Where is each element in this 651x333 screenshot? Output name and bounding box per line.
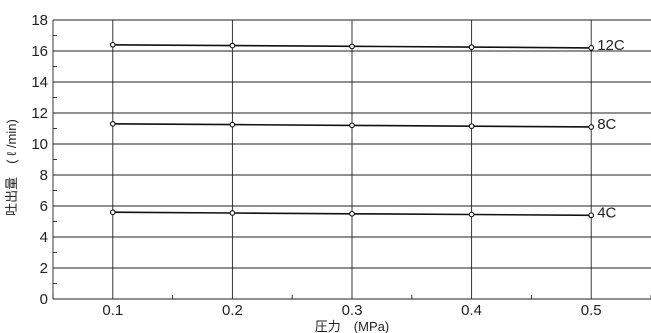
series-group	[109, 41, 595, 219]
data-point-8c	[468, 123, 475, 130]
y-tick-label: 12	[31, 105, 48, 122]
data-point-8c	[588, 124, 595, 130]
data-point-12c	[468, 44, 475, 50]
x-tick-label: 0.1	[102, 302, 123, 319]
series-label-8c: 8C	[597, 116, 616, 133]
y-tick-label: 10	[31, 136, 48, 153]
data-point-12c	[109, 41, 116, 48]
y-tick-label: 4	[40, 229, 48, 246]
y-tick-label: 8	[40, 167, 48, 184]
data-point-4c	[349, 210, 355, 217]
data-point-4c	[588, 212, 595, 219]
labels: 0 2 4 6 8 10 12 14 16 18 0.1 0.2 0.3 0.4 0.5 12C 8C 4C	[31, 12, 625, 319]
y-tick-label: 16	[31, 43, 48, 60]
x-tick-label: 0.3	[342, 302, 363, 319]
data-point-8c	[229, 121, 236, 128]
series-label-12c: 12C	[597, 37, 625, 54]
data-point-8c	[349, 122, 355, 129]
data-point-8c	[109, 120, 116, 127]
y-tick-label: 0	[40, 291, 48, 308]
y-tick-label: 2	[40, 260, 48, 277]
data-point-12c	[229, 42, 236, 49]
data-point-12c	[588, 45, 595, 51]
y-tick-label: 14	[31, 74, 48, 91]
minor-ticks	[52, 35, 651, 299]
y-tick-label: 18	[31, 12, 48, 29]
x-tick-label: 0.5	[581, 302, 602, 319]
grid	[52, 19, 651, 300]
y-tick-label: 6	[40, 198, 48, 215]
x-tick-label: 0.2	[222, 302, 243, 319]
x-tick-label: 0.4	[461, 302, 482, 319]
x-axis-title: 圧力 (MPa)	[315, 319, 389, 333]
data-point-12c	[349, 43, 355, 50]
data-point-4c	[229, 210, 236, 216]
data-point-4c	[109, 209, 116, 216]
data-point-4c	[468, 211, 475, 218]
series-label-4c: 4C	[597, 204, 616, 221]
y-axis-title: 吐出量 ( ℓ /min)	[4, 119, 19, 216]
